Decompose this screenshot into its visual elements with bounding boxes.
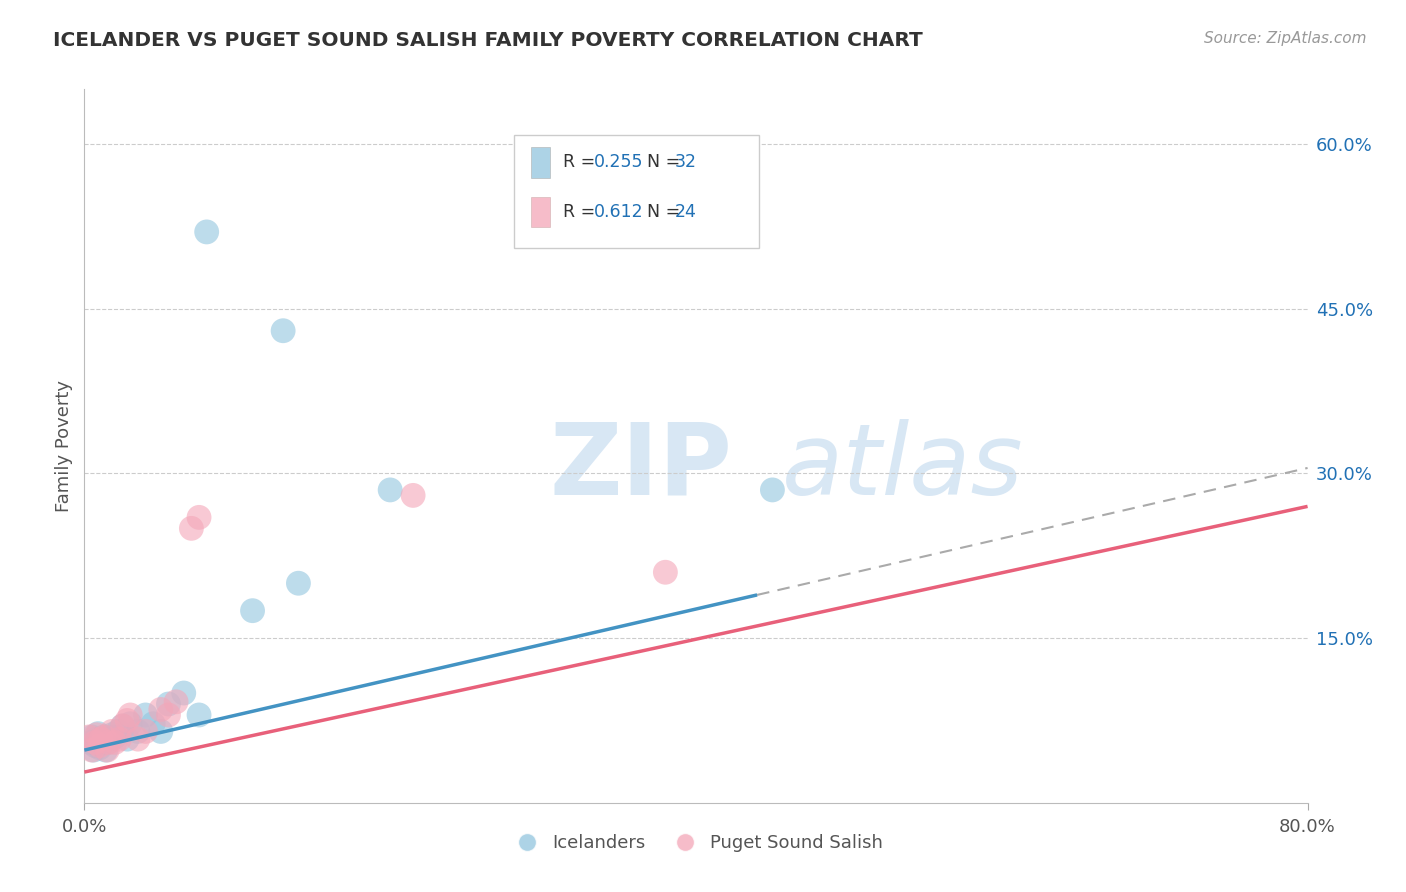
Point [188, 510, 211, 524]
Point [96, 743, 118, 757]
Point [157, 708, 180, 723]
Text: 24: 24 [675, 203, 697, 221]
Point [91, 732, 114, 747]
Point [142, 716, 165, 731]
Point [87, 726, 110, 740]
Text: atlas: atlas [782, 419, 1024, 516]
Point [271, 324, 294, 338]
Point [149, 724, 172, 739]
Text: Source: ZipAtlas.com: Source: ZipAtlas.com [1204, 31, 1367, 46]
Point [761, 483, 783, 497]
Text: R =: R = [562, 203, 600, 221]
Point [104, 730, 127, 744]
Text: 0.612: 0.612 [593, 203, 643, 221]
Point [101, 728, 124, 742]
Point [97, 732, 120, 747]
Point [97, 735, 120, 749]
Point [149, 702, 172, 716]
Text: 32: 32 [675, 153, 697, 171]
Point [120, 708, 142, 723]
Point [80, 743, 103, 757]
Point [108, 732, 131, 747]
Point [127, 724, 149, 739]
Text: ZIP: ZIP [550, 419, 733, 516]
Text: N =: N = [647, 153, 686, 171]
Point [93, 730, 115, 744]
Point [86, 732, 108, 747]
Point [135, 708, 157, 723]
Point [94, 743, 117, 757]
Point [89, 740, 111, 755]
Point [80, 730, 103, 744]
Point [654, 566, 676, 580]
Point [111, 719, 134, 733]
Point [84, 735, 107, 749]
Point [104, 735, 127, 749]
Point [402, 488, 425, 502]
Point [115, 732, 138, 747]
Point [287, 576, 309, 591]
Point [165, 695, 187, 709]
Point [83, 743, 105, 757]
Text: R =: R = [562, 153, 600, 171]
Point [101, 724, 124, 739]
Point [180, 521, 202, 535]
Point [93, 730, 115, 744]
Point [89, 739, 111, 753]
Point [79, 735, 101, 749]
Point [195, 225, 218, 239]
Point [86, 728, 108, 742]
Text: 0.255: 0.255 [593, 153, 643, 171]
Text: N =: N = [647, 203, 686, 221]
Point [242, 604, 264, 618]
Point [96, 735, 118, 749]
Point [135, 724, 157, 739]
Point [107, 724, 129, 739]
Point [173, 686, 195, 700]
Point [380, 483, 402, 497]
Point [90, 732, 112, 747]
Point [157, 697, 180, 711]
Point [90, 735, 112, 749]
Point [127, 732, 149, 747]
Point [120, 716, 142, 731]
Point [188, 708, 211, 723]
Point [111, 719, 134, 733]
Point [115, 714, 138, 728]
Point [77, 730, 100, 744]
Y-axis label: Family Poverty: Family Poverty [55, 380, 73, 512]
Point [84, 739, 107, 753]
Legend: Icelanders, Puget Sound Salish: Icelanders, Puget Sound Salish [502, 827, 890, 859]
Text: ICELANDER VS PUGET SOUND SALISH FAMILY POVERTY CORRELATION CHART: ICELANDER VS PUGET SOUND SALISH FAMILY P… [53, 31, 924, 50]
